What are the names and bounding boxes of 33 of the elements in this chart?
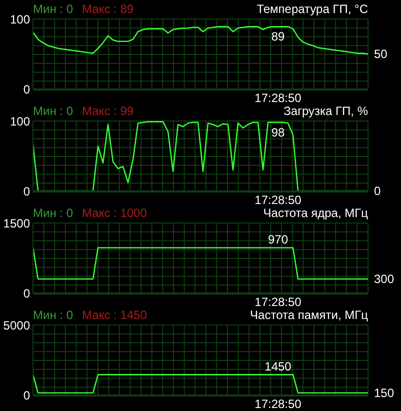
text: 17:28:50 — [252, 91, 304, 105]
chart-title: Загрузка ГП, % — [284, 104, 368, 118]
data-label: 0 — [374, 184, 381, 198]
chart-title: Частота памяти, МГц — [250, 308, 368, 322]
y-tick-label: 5000 — [3, 318, 30, 332]
y-tick-label: 0 — [23, 82, 30, 96]
text: Мин : 0 — [33, 308, 74, 322]
y-tick-label: 0 — [23, 184, 30, 198]
chart-title: Температура ГП, °C — [256, 2, 368, 16]
text: 17:28:50 — [252, 397, 304, 411]
y-tick-label: 1500 — [3, 216, 30, 230]
data-label: 300 — [374, 272, 394, 286]
y-tick-label: 0 — [23, 388, 30, 402]
data-label: 98 — [271, 125, 285, 140]
y-tick-label: 0 — [23, 286, 30, 300]
chart-title: Частота ядра, МГц — [263, 206, 368, 220]
data-label: 970 — [268, 232, 288, 247]
data-label: 150 — [374, 386, 394, 400]
text: Мин : 0 — [33, 104, 74, 118]
text: Макс : 99 — [82, 104, 134, 118]
text: Макс : 1450 — [82, 308, 147, 322]
y-tick-label: 100 — [10, 12, 30, 26]
text: Мин : 0 — [33, 206, 74, 220]
y-tick-label: 100 — [10, 114, 30, 128]
line-series — [33, 26, 368, 55]
text: 17:28:50 — [252, 193, 304, 207]
text: Макс : 1000 — [82, 206, 147, 220]
data-label: 1450 — [264, 360, 292, 374]
text: 17:28:50 — [252, 295, 304, 309]
text: Макс : 89 — [82, 2, 134, 16]
text: Мин : 0 — [33, 2, 74, 16]
data-label: 50 — [374, 47, 388, 61]
data-label: 89 — [271, 30, 285, 44]
